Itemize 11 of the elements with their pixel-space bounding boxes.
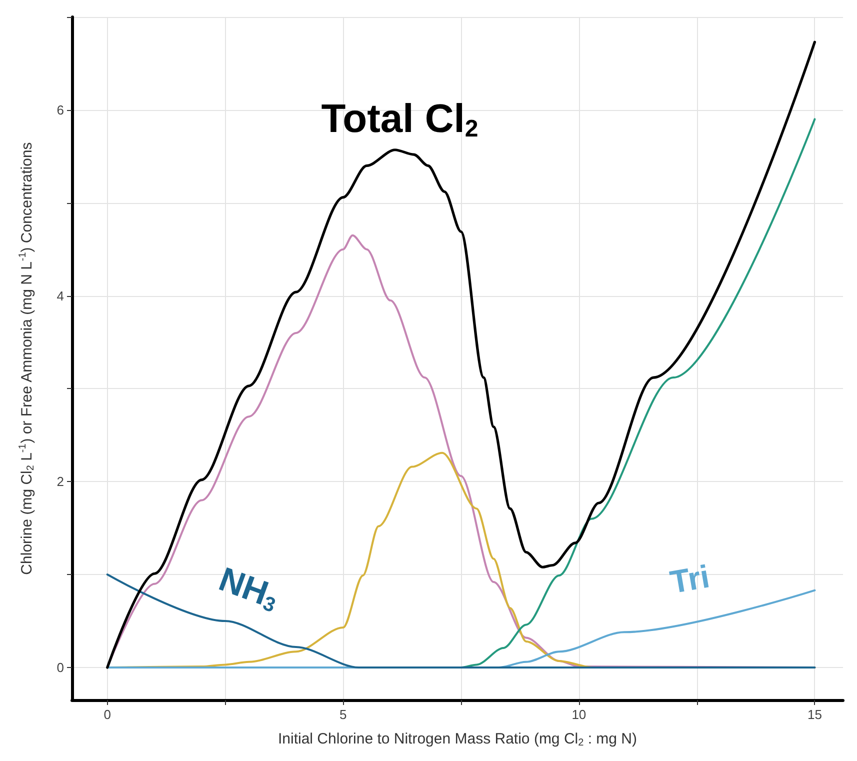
y-tick-label: 6 [56,102,64,118]
y-tick-label: 2 [56,474,64,490]
y-axis-title: Chlorine (mg Cl2 L-1) or Free Ammonia (mg N L-1) Concentrations [18,142,36,575]
x-tick-label: 0 [104,707,111,722]
x-tick-label: 15 [807,707,822,722]
text: Tri [667,558,712,600]
text: NH3 [214,560,278,618]
x-tick-label: 10 [572,707,586,722]
x-tick-label: 5 [340,707,347,722]
y-tick-label: 4 [56,288,64,304]
y-tick-label: 0 [56,660,64,675]
